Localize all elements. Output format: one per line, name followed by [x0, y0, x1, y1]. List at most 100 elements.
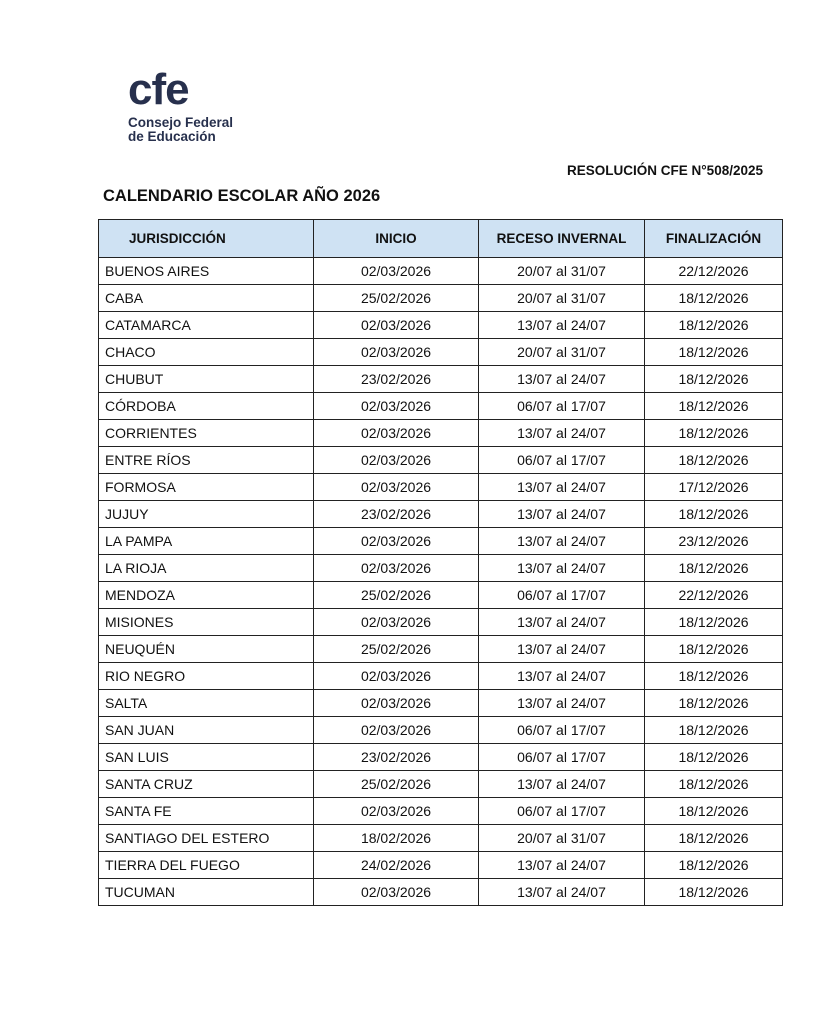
finalizacion-cell: 18/12/2026	[644, 716, 783, 744]
table-row: CATAMARCA 02/03/2026 13/07 al 24/07 18/12/2…	[98, 311, 783, 339]
inicio-cell: 02/03/2026	[313, 446, 479, 474]
finalizacion-cell: 18/12/2026	[644, 419, 783, 447]
inicio-cell: 02/03/2026	[313, 608, 479, 636]
jurisdiccion-cell: RIO NEGRO	[98, 662, 314, 690]
table-row: CHUBUT 23/02/2026 13/07 al 24/07 18/12/2026	[98, 365, 783, 393]
jurisdiccion-cell: JUJUY	[98, 500, 314, 528]
inicio-cell: 02/03/2026	[313, 716, 479, 744]
finalizacion-cell: 18/12/2026	[644, 770, 783, 798]
table-row: TIERRA DEL FUEGO 24/02/2026 13/07 al 24/07…	[98, 851, 783, 879]
receso-cell: 13/07 al 24/07	[478, 689, 645, 717]
finalizacion-cell: 18/12/2026	[644, 824, 783, 852]
table-header-row: JURISDICCIÓN INICIO RECESO INVERNAL FINA…	[98, 219, 783, 258]
finalizacion-cell: 18/12/2026	[644, 851, 783, 879]
cfe-logo: cfe Consejo Federal de Educación	[128, 65, 234, 144]
jurisdiccion-cell: TUCUMAN	[98, 878, 314, 906]
receso-cell: 13/07 al 24/07	[478, 770, 645, 798]
receso-cell: 06/07 al 17/07	[478, 392, 645, 420]
table-row: NEUQUÉN 25/02/2026 13/07 al 24/07 18/12/202…	[98, 635, 783, 663]
jurisdiccion-cell: LA RIOJA	[98, 554, 314, 582]
table-row: SANTA FE 02/03/2026 06/07 al 17/07 18/12/20…	[98, 797, 783, 825]
finalizacion-cell: 23/12/2026	[644, 527, 783, 555]
receso-cell: 06/07 al 17/07	[478, 446, 645, 474]
inicio-cell: 02/03/2026	[313, 473, 479, 501]
header-jurisdiccion: JURISDICCIÓN	[98, 219, 314, 258]
jurisdiccion-cell: SAN LUIS	[98, 743, 314, 771]
inicio-cell: 02/03/2026	[313, 257, 479, 285]
page-title: CALENDARIO ESCOLAR AÑO 2026	[103, 187, 381, 205]
receso-cell: 13/07 al 24/07	[478, 365, 645, 393]
inicio-cell: 25/02/2026	[313, 284, 479, 312]
inicio-cell: 18/02/2026	[313, 824, 479, 852]
finalizacion-cell: 18/12/2026	[644, 392, 783, 420]
table-row: RIO NEGRO 02/03/2026 13/07 al 24/07 18/12/2…	[98, 662, 783, 690]
jurisdiccion-cell: CABA	[98, 284, 314, 312]
finalizacion-cell: 18/12/2026	[644, 878, 783, 906]
table-row: ENTRE RÍOS 02/03/2026 06/07 al 17/07 18/12/…	[98, 446, 783, 474]
calendar-table: JURISDICCIÓN INICIO RECESO INVERNAL FINA…	[98, 219, 783, 906]
jurisdiccion-cell: TIERRA DEL FUEGO	[98, 851, 314, 879]
inicio-cell: 23/02/2026	[313, 500, 479, 528]
receso-cell: 06/07 al 17/07	[478, 716, 645, 744]
receso-cell: 13/07 al 24/07	[478, 500, 645, 528]
receso-cell: 13/07 al 24/07	[478, 608, 645, 636]
logo-line-2: de Educación	[128, 129, 216, 144]
jurisdiccion-cell: CHUBUT	[98, 365, 314, 393]
logo-mark: cfe	[128, 65, 190, 114]
jurisdiccion-cell: MISIONES	[98, 608, 314, 636]
inicio-cell: 02/03/2026	[313, 311, 479, 339]
finalizacion-cell: 18/12/2026	[644, 635, 783, 663]
finalizacion-cell: 18/12/2026	[644, 608, 783, 636]
inicio-cell: 02/03/2026	[313, 392, 479, 420]
jurisdiccion-cell: SAN JUAN	[98, 716, 314, 744]
inicio-cell: 02/03/2026	[313, 662, 479, 690]
table-row: CHACO 02/03/2026 20/07 al 31/07 18/12/2026	[98, 338, 783, 366]
table-row: TUCUMAN 02/03/2026 13/07 al 24/07 18/12/202…	[98, 878, 783, 906]
receso-cell: 13/07 al 24/07	[478, 473, 645, 501]
table-row: CABA 25/02/2026 20/07 al 31/07 18/12/2026	[98, 284, 783, 312]
jurisdiccion-cell: SANTA CRUZ	[98, 770, 314, 798]
finalizacion-cell: 18/12/2026	[644, 797, 783, 825]
inicio-cell: 02/03/2026	[313, 878, 479, 906]
receso-cell: 20/07 al 31/07	[478, 284, 645, 312]
jurisdiccion-cell: CATAMARCA	[98, 311, 314, 339]
receso-cell: 06/07 al 17/07	[478, 581, 645, 609]
table-row: CÓRDOBA 02/03/2026 06/07 al 17/07 18/12/202…	[98, 392, 783, 420]
inicio-cell: 02/03/2026	[313, 338, 479, 366]
jurisdiccion-cell: SALTA	[98, 689, 314, 717]
table-row: SAN JUAN 02/03/2026 06/07 al 17/07 18/12/20…	[98, 716, 783, 744]
finalizacion-cell: 18/12/2026	[644, 662, 783, 690]
finalizacion-cell: 18/12/2026	[644, 554, 783, 582]
receso-cell: 13/07 al 24/07	[478, 311, 645, 339]
jurisdiccion-cell: MENDOZA	[98, 581, 314, 609]
jurisdiccion-cell: SANTA FE	[98, 797, 314, 825]
table-row: SALTA 02/03/2026 13/07 al 24/07 18/12/2026	[98, 689, 783, 717]
receso-cell: 13/07 al 24/07	[478, 851, 645, 879]
table-row: MENDOZA 25/02/2026 06/07 al 17/07 22/12/202…	[98, 581, 783, 609]
jurisdiccion-cell: FORMOSA	[98, 473, 314, 501]
jurisdiccion-cell: SANTIAGO DEL ESTERO	[98, 824, 314, 852]
logo-line-1: Consejo Federal	[128, 115, 234, 130]
receso-cell: 13/07 al 24/07	[478, 554, 645, 582]
table-row: JUJUY 23/02/2026 13/07 al 24/07 18/12/2026	[98, 500, 783, 528]
table-row: CORRIENTES 02/03/2026 13/07 al 24/07 18/12/…	[98, 419, 783, 447]
inicio-cell: 24/02/2026	[313, 851, 479, 879]
receso-cell: 13/07 al 24/07	[478, 419, 645, 447]
receso-cell: 06/07 al 17/07	[478, 797, 645, 825]
inicio-cell: 25/02/2026	[313, 770, 479, 798]
inicio-cell: 02/03/2026	[313, 419, 479, 447]
inicio-cell: 02/03/2026	[313, 527, 479, 555]
jurisdiccion-cell: ENTRE RÍOS	[98, 446, 314, 474]
receso-cell: 13/07 al 24/07	[478, 527, 645, 555]
finalizacion-cell: 17/12/2026	[644, 473, 783, 501]
receso-cell: 20/07 al 31/07	[478, 338, 645, 366]
header-finalizacion: FINALIZACIÓN	[644, 219, 783, 258]
jurisdiccion-cell: CÓRDOBA	[98, 392, 314, 420]
finalizacion-cell: 18/12/2026	[644, 365, 783, 393]
table-row: BUENOS AIRES 02/03/2026 20/07 al 31/07 22/1…	[98, 257, 783, 285]
finalizacion-cell: 18/12/2026	[644, 338, 783, 366]
jurisdiccion-cell: LA PAMPA	[98, 527, 314, 555]
jurisdiccion-cell: NEUQUÉN	[98, 635, 314, 663]
finalizacion-cell: 18/12/2026	[644, 284, 783, 312]
table-row: SANTIAGO DEL ESTERO 18/02/2026 20/07 al 31…	[98, 824, 783, 852]
